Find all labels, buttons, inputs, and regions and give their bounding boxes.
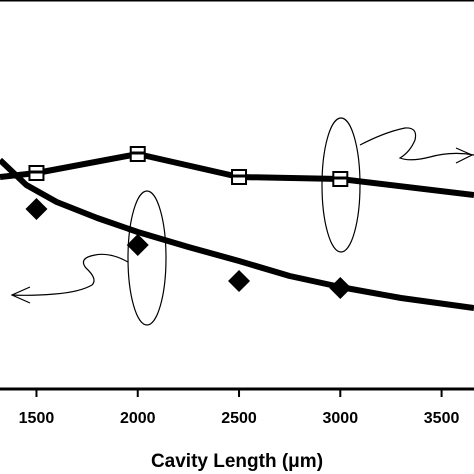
annotation-ellipse-right [321,117,361,253]
x-axis-ticks: 1500 2000 2500 3000 3500 [19,389,460,427]
x-tick-label-1500: 1500 [19,410,55,427]
annotation-ellipse-left [127,190,167,326]
series-diamond-marker-3000 [329,277,352,299]
x-tick-label-3500: 3500 [424,410,460,427]
x-axis-label: Cavity Length (μm) [151,451,323,472]
x-tick-label-3000: 3000 [323,410,359,427]
annotations [10,117,474,326]
annotation-arrow-right-path [359,127,474,161]
arrow-head-left [10,286,31,304]
diamond-series-annotation [10,190,167,326]
series-diamond-fit-line [0,157,474,311]
plot-frame [0,0,474,391]
series-layer [0,146,474,311]
arrow-head-right [455,147,474,164]
x-tick-label-2500: 2500 [221,410,257,427]
annotation-arrow-left-path [11,253,129,296]
series-diamond-marker-2500 [228,270,251,292]
series-diamond-marker-1500 [25,198,48,220]
square-series-annotation [321,117,474,253]
series-diamond-marker-2000 [126,234,149,256]
x-tick-label-2000: 2000 [120,410,156,427]
